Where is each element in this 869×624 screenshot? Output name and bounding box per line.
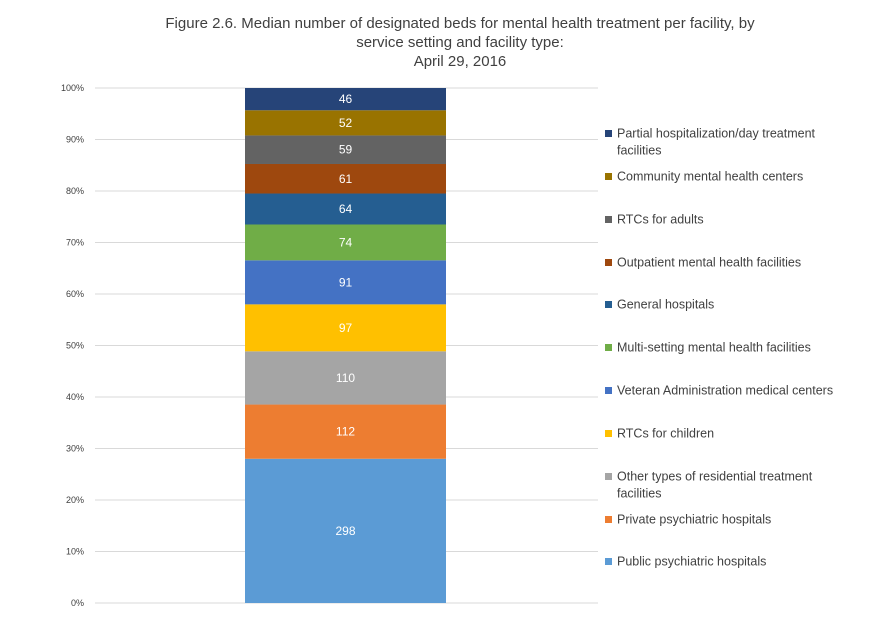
data-label-7: 64 — [339, 202, 353, 216]
y-tick-label: 100% — [61, 83, 84, 93]
bar-segment-1 — [245, 458, 446, 603]
bar-segment-7 — [245, 193, 446, 225]
data-label-9: 59 — [339, 143, 353, 157]
chart-title-line-3: April 29, 2016 — [413, 53, 507, 70]
y-tick-label: 10% — [66, 547, 84, 557]
legend-label: RTCs for children — [617, 427, 714, 441]
legend-label: Public psychiatric hospitals — [617, 555, 766, 569]
legend-swatch — [605, 130, 612, 137]
y-tick-label: 40% — [66, 392, 84, 402]
legend-swatch — [605, 558, 612, 565]
data-label-5: 91 — [339, 275, 353, 289]
data-label-8: 61 — [339, 172, 353, 186]
legend-swatch — [605, 173, 612, 180]
data-label-4: 97 — [339, 321, 353, 335]
legend-label: Private psychiatric hospitals — [617, 513, 771, 527]
data-label-11: 46 — [339, 92, 353, 106]
data-label-1: 298 — [335, 524, 355, 538]
segment-labels: 298 112 110 97 91 74 64 61 59 52 46 — [335, 92, 355, 538]
legend-item: RTCs for adults — [605, 213, 704, 227]
data-label-2: 112 — [336, 425, 355, 439]
bar-segment-11 — [245, 88, 446, 111]
legend-item: Outpatient mental health facilities — [605, 256, 801, 270]
legend-swatch — [605, 301, 612, 308]
y-tick-label: 50% — [66, 341, 84, 351]
legend-swatch — [605, 344, 612, 351]
bar-segment-4 — [245, 304, 446, 352]
legend-item: Private psychiatric hospitals — [605, 513, 771, 527]
y-tick-label: 60% — [66, 289, 84, 299]
legend-label: Outpatient mental health facilities — [617, 256, 801, 270]
legend-item: General hospitals — [605, 298, 714, 312]
y-tick-label: 90% — [66, 135, 84, 145]
chart-title: Figure 2.6. Median number of designated … — [0, 14, 869, 71]
data-label-10: 52 — [339, 116, 353, 130]
legend-item: Other types of residential treatment faci… — [605, 470, 813, 501]
legend-swatch — [605, 216, 612, 223]
chart-title-line-1: Figure 2.6. Median number of designated … — [165, 15, 755, 32]
legend-label: Community mental health centers — [617, 170, 803, 184]
legend-label: General hospitals — [617, 298, 714, 312]
bar-segment-5 — [245, 260, 446, 305]
bar-segment-3 — [245, 351, 446, 405]
legend-swatch — [605, 473, 612, 480]
legend-item: Veteran Administration medical centers — [605, 384, 833, 398]
y-tick-label: 80% — [66, 186, 84, 196]
stacked-bar — [245, 88, 446, 603]
bar-segment-8 — [245, 163, 446, 194]
data-label-3: 110 — [336, 371, 355, 385]
legend-item: RTCs for children — [605, 427, 714, 441]
bar-segment-6 — [245, 224, 446, 261]
legend-item: Community mental health centers — [605, 170, 803, 184]
legend-swatch — [605, 387, 612, 394]
legend-item: Public psychiatric hospitals — [605, 555, 766, 569]
legend-swatch — [605, 259, 612, 266]
legend-label: Partial hospitalization/day treatment fac… — [617, 127, 816, 158]
legend-swatch — [605, 516, 612, 523]
legend-item: Partial hospitalization/day treatment fac… — [605, 127, 816, 158]
y-axis-ticks: 0% 10% 20% 30% 40% 50% 60% 70% 80% 90% 100% — [61, 83, 84, 608]
bar-segment-2 — [245, 404, 446, 459]
data-label-6: 74 — [339, 235, 353, 249]
legend: Partial hospitalization/day treatment fac… — [605, 127, 833, 569]
y-tick-label: 30% — [66, 444, 84, 454]
legend-label: Other types of residential treatment faci… — [617, 470, 813, 501]
legend-item: Multi-setting mental health facilities — [605, 341, 811, 355]
y-tick-label: 70% — [66, 238, 84, 248]
legend-label: RTCs for adults — [617, 213, 704, 227]
bar-segment-9 — [245, 135, 446, 164]
y-tick-label: 20% — [66, 495, 84, 505]
legend-label: Multi-setting mental health facilities — [617, 341, 811, 355]
legend-swatch — [605, 430, 612, 437]
y-tick-label: 0% — [71, 598, 84, 608]
legend-label: Veteran Administration medical centers — [617, 384, 833, 398]
bar-segment-10 — [245, 110, 446, 136]
chart-title-line-2: service setting and facility type: — [356, 34, 564, 51]
